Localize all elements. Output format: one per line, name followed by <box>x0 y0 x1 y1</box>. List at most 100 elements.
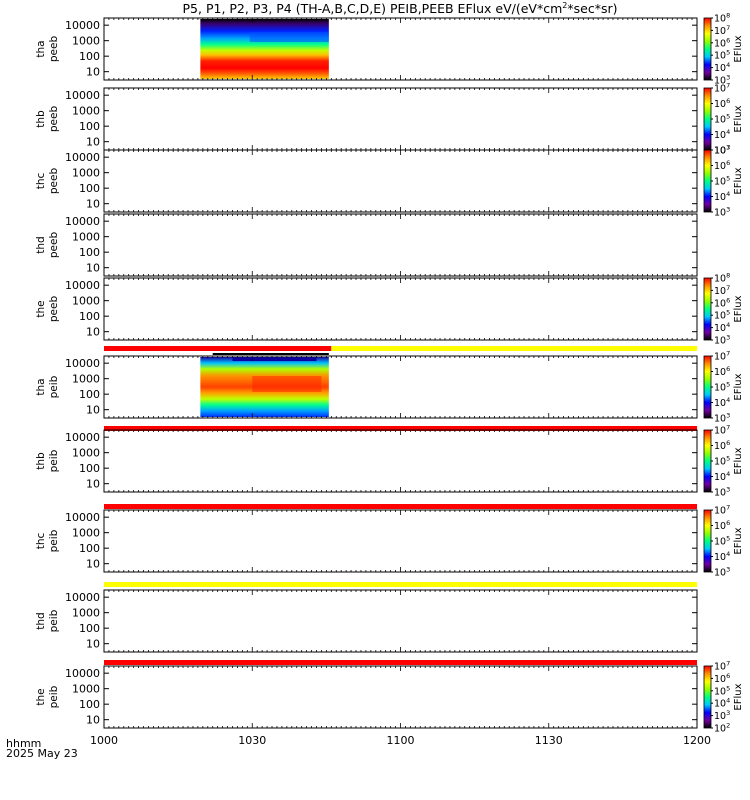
status-bar-segment <box>104 582 697 587</box>
panel-b_i: 10 100 1000 10000 thb peib 103 104 105 106 107EFlu… <box>35 424 744 499</box>
colorbar-tick-label: 105 <box>714 684 730 697</box>
y-tick-label: 10000 <box>65 279 100 292</box>
panel-d_i: 10 100 1000 10000 thd peib <box>35 582 698 653</box>
y-tick-label: 100 <box>79 182 100 195</box>
y-tick-label: 1000 <box>72 167 100 180</box>
status-bar-segment <box>104 660 697 665</box>
colorbar-tick-label: 104 <box>714 321 730 334</box>
y-tick-label: 100 <box>79 50 100 63</box>
y-tick-label: 1000 <box>72 527 100 540</box>
panel-label-probe: thd <box>35 612 47 629</box>
colorbar-scale <box>703 509 712 573</box>
colorbar-tick-label: 106 <box>714 97 730 110</box>
spectrogram-feature <box>232 357 317 361</box>
spectrogram-feature <box>249 32 329 42</box>
colorbar-scale <box>703 277 712 341</box>
colorbar-tick-label: 103 <box>714 412 730 425</box>
panel-c_e: 10 100 1000 10000 thc peeb 103 104 105 106 107EFlu… <box>35 144 744 219</box>
colorbar-tick-label: 108 <box>714 272 730 285</box>
spectrogram-block <box>200 19 329 79</box>
panel-label-probe: thb <box>35 110 47 128</box>
y-tick-label: 10000 <box>65 19 100 32</box>
colorbar-tick-label: 107 <box>714 660 730 673</box>
y-tick-label: 10 <box>86 558 100 571</box>
colorbar-tick-label: 104 <box>714 396 730 409</box>
panel-e_e: 10 100 1000 10000 the peeb 103104105106107108E… <box>35 272 744 347</box>
y-tick-label: 10000 <box>65 431 100 444</box>
panel-label-product: peeb <box>48 168 60 195</box>
y-tick-label: 100 <box>79 388 100 401</box>
colorbar-tick-label: 107 <box>714 284 730 297</box>
colorbar-label: EFlux <box>733 105 744 132</box>
panel-label-product: peib <box>48 375 60 398</box>
colorbar-tick-label: 107 <box>714 24 730 37</box>
colorbar-tick-label: 107 <box>714 144 730 157</box>
colorbar-scale <box>703 429 712 493</box>
panel-frame <box>103 355 698 419</box>
colorbar-scale <box>703 665 712 729</box>
colorbar-tick-label: 104 <box>714 550 730 563</box>
panel-label-product: peeb <box>48 232 60 259</box>
colorbar-tick-label: 106 <box>714 365 730 378</box>
colorbar-tick-label: 105 <box>714 113 730 126</box>
y-tick-label: 10 <box>86 136 100 149</box>
colorbar-tick-label: 106 <box>714 439 730 452</box>
y-tick-label: 100 <box>79 542 100 555</box>
y-tick-label: 10 <box>86 198 100 211</box>
panel-frame <box>103 665 698 729</box>
panel-frame <box>103 589 698 653</box>
y-tick-label: 10 <box>86 638 100 651</box>
colorbar-tick-label: 103 <box>714 334 730 347</box>
panel-frame <box>103 429 698 493</box>
x-tick-label: 1100 <box>387 734 415 747</box>
y-tick-label: 10 <box>86 404 100 417</box>
colorbar-label: EFlux <box>733 35 744 62</box>
colorbar-scale <box>703 17 712 81</box>
panel-label-probe: thb <box>35 452 47 470</box>
y-tick-label: 10000 <box>65 511 100 524</box>
colorbar-tick-label: 105 <box>714 309 730 322</box>
colorbar-tick-label: 108 <box>714 12 730 25</box>
status-bar-segment <box>331 346 697 351</box>
colorbar-tick-label: 103 <box>714 566 730 579</box>
y-tick-label: 1000 <box>72 231 100 244</box>
y-tick-label: 1000 <box>72 35 100 48</box>
panel-frame <box>103 509 698 573</box>
panel-label-product: peeb <box>48 106 60 133</box>
panel-label-product: peib <box>48 449 60 472</box>
y-tick-label: 1000 <box>72 447 100 460</box>
y-tick-label: 10 <box>86 478 100 491</box>
colorbar-tick-label: 103 <box>714 74 730 87</box>
panel-frame <box>103 277 698 341</box>
panel-label-product: peib <box>48 529 60 552</box>
colorbar-tick-label: 106 <box>714 296 730 309</box>
colorbar-scale <box>703 149 712 213</box>
colorbar-tick-label: 107 <box>714 350 730 363</box>
panel-label-probe: the <box>35 688 47 705</box>
y-tick-label: 10 <box>86 262 100 275</box>
x-axis-label-units: hhmm <box>6 737 41 750</box>
panel-a_e: 10 100 1000 10000 tha peeb 103104105106107108E… <box>35 12 744 87</box>
x-tick-label: 1130 <box>535 734 563 747</box>
y-tick-label: 1000 <box>72 105 100 118</box>
colorbar-tick-label: 104 <box>714 470 730 483</box>
y-tick-label: 100 <box>79 310 100 323</box>
panel-frame <box>103 17 698 81</box>
status-bar <box>104 660 697 665</box>
colorbar-label: EFlux <box>733 683 744 710</box>
colorbar-tick-label: 105 <box>714 455 730 468</box>
colorbar-label: EFlux <box>733 167 744 194</box>
colorbar-tick-label: 103 <box>714 486 730 499</box>
panel-d_e: 10 100 1000 10000 thd peeb <box>35 213 698 277</box>
y-tick-label: 100 <box>79 622 100 635</box>
y-tick-label: 1000 <box>72 683 100 696</box>
panel-label-product: peeb <box>48 36 60 63</box>
panel-c_i: 10 100 1000 10000 thc peib 103 104 105 106 107EFlu… <box>35 504 744 579</box>
status-bar <box>104 346 697 351</box>
